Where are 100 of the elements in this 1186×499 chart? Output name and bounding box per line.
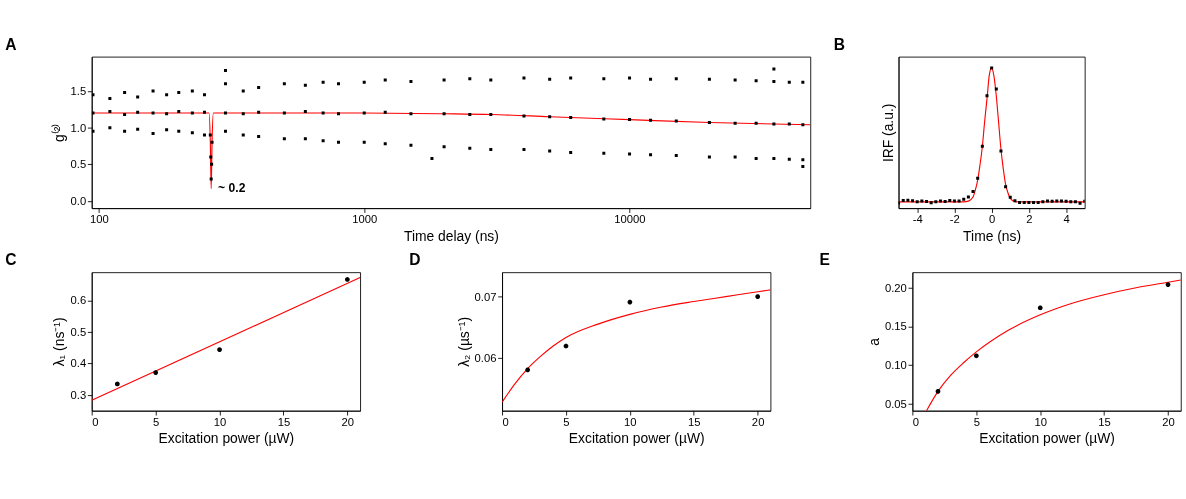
point <box>911 199 915 203</box>
point <box>525 367 531 373</box>
point <box>935 389 941 394</box>
point <box>563 343 569 349</box>
point <box>957 199 961 203</box>
point <box>1078 201 1082 205</box>
point <box>976 176 980 180</box>
x-tick-label: 15 <box>687 415 701 428</box>
y-tick-label: 0.4 <box>70 357 87 370</box>
point <box>1004 185 1008 189</box>
x-axis-title: Excitation power (µW) <box>568 430 705 447</box>
x-tick-label: -2 <box>949 213 960 226</box>
point <box>901 198 905 202</box>
chart-title: B <box>833 35 845 53</box>
point <box>990 66 994 70</box>
x-axis-title: Excitation power (µW) <box>158 430 295 447</box>
y-tick-label: 0.5 <box>70 158 87 171</box>
point <box>114 381 120 387</box>
point <box>948 198 952 202</box>
y-tick-label: 0.05 <box>884 397 907 410</box>
x-axis-title: Excitation power (µW) <box>979 430 1115 447</box>
chart-title: A <box>5 35 17 53</box>
chart-title: E <box>819 251 830 269</box>
y-tick-label: 0.3 <box>70 388 87 401</box>
point <box>1027 200 1031 204</box>
x-tick-label: 10 <box>1034 415 1047 428</box>
point <box>1036 200 1040 204</box>
y-axis-title: g⁽²⁾ <box>51 123 68 143</box>
point <box>1041 200 1045 204</box>
x-tick-label: 5 <box>152 415 160 428</box>
point <box>1165 282 1171 287</box>
y-axis-title: λ₁ (ns⁻¹) <box>51 317 68 367</box>
point <box>915 200 919 204</box>
point <box>1022 200 1026 204</box>
y-axis-title: λ₂ (µs⁻¹) <box>455 316 472 367</box>
y-tick-label: 0.15 <box>884 320 907 333</box>
x-tick-label: 0 <box>92 415 99 428</box>
point <box>217 347 222 353</box>
point <box>1018 200 1022 204</box>
x-tick-label: 2 <box>1026 213 1033 226</box>
x-tick-label: 20 <box>1162 415 1175 428</box>
x-tick-label: 10000 <box>614 213 646 226</box>
x-tick-label: 0 <box>912 415 920 428</box>
chart-title: D <box>409 251 421 269</box>
point <box>994 87 998 91</box>
point <box>929 201 933 205</box>
point <box>971 189 975 193</box>
point <box>755 294 761 300</box>
point <box>934 200 938 204</box>
x-tick-label: 5 <box>563 415 570 428</box>
point <box>1013 199 1017 203</box>
y-tick-label: 0.06 <box>474 351 497 364</box>
point <box>344 277 350 282</box>
point <box>999 149 1003 153</box>
x-axis-title: Time delay (ns) <box>404 227 499 244</box>
x-tick-label: 10 <box>213 415 227 428</box>
x-tick-label: 4 <box>1063 213 1070 226</box>
point <box>627 299 633 305</box>
point <box>1050 199 1054 203</box>
point <box>1037 305 1043 311</box>
x-tick-label: 5 <box>973 415 980 428</box>
point <box>153 370 159 376</box>
y-axis-title: IRF (a.u.) <box>879 103 896 163</box>
y-tick-label: 0.0 <box>70 194 87 207</box>
point <box>906 198 910 202</box>
annotation: ~ 0.2 <box>218 180 246 195</box>
point <box>1073 200 1077 204</box>
point <box>1055 199 1059 203</box>
x-tick-label: 20 <box>751 415 765 428</box>
point <box>966 195 970 199</box>
y-tick-label: 0.07 <box>474 290 497 303</box>
x-tick-label: 1000 <box>352 213 378 226</box>
point <box>980 144 984 148</box>
point <box>985 94 989 98</box>
point <box>1008 195 1012 199</box>
point <box>962 197 966 201</box>
point <box>1032 200 1036 204</box>
point <box>920 199 924 203</box>
point <box>1045 199 1049 203</box>
point <box>1064 199 1068 203</box>
x-tick-label: 10 <box>624 415 637 428</box>
x-tick-label: 15 <box>277 415 291 428</box>
point <box>938 199 942 203</box>
x-axis-title: Time (ns) <box>963 227 1022 244</box>
y-tick-label: 0.6 <box>70 294 87 307</box>
x-tick-label: 100 <box>89 213 109 226</box>
point <box>973 353 979 359</box>
y-tick-label: 1.0 <box>70 121 87 134</box>
y-tick-label: 0.20 <box>884 281 907 294</box>
point <box>1069 200 1073 204</box>
point <box>952 199 956 203</box>
chart-title: C <box>5 251 17 269</box>
line-series <box>502 289 771 403</box>
y-tick-label: 1.5 <box>70 84 87 97</box>
point <box>1059 199 1063 203</box>
point <box>943 200 947 204</box>
x-tick-label: 0 <box>988 213 996 226</box>
x-tick-label: -4 <box>912 213 923 226</box>
x-tick-label: 0 <box>502 415 509 428</box>
y-tick-label: 0.10 <box>884 358 907 371</box>
